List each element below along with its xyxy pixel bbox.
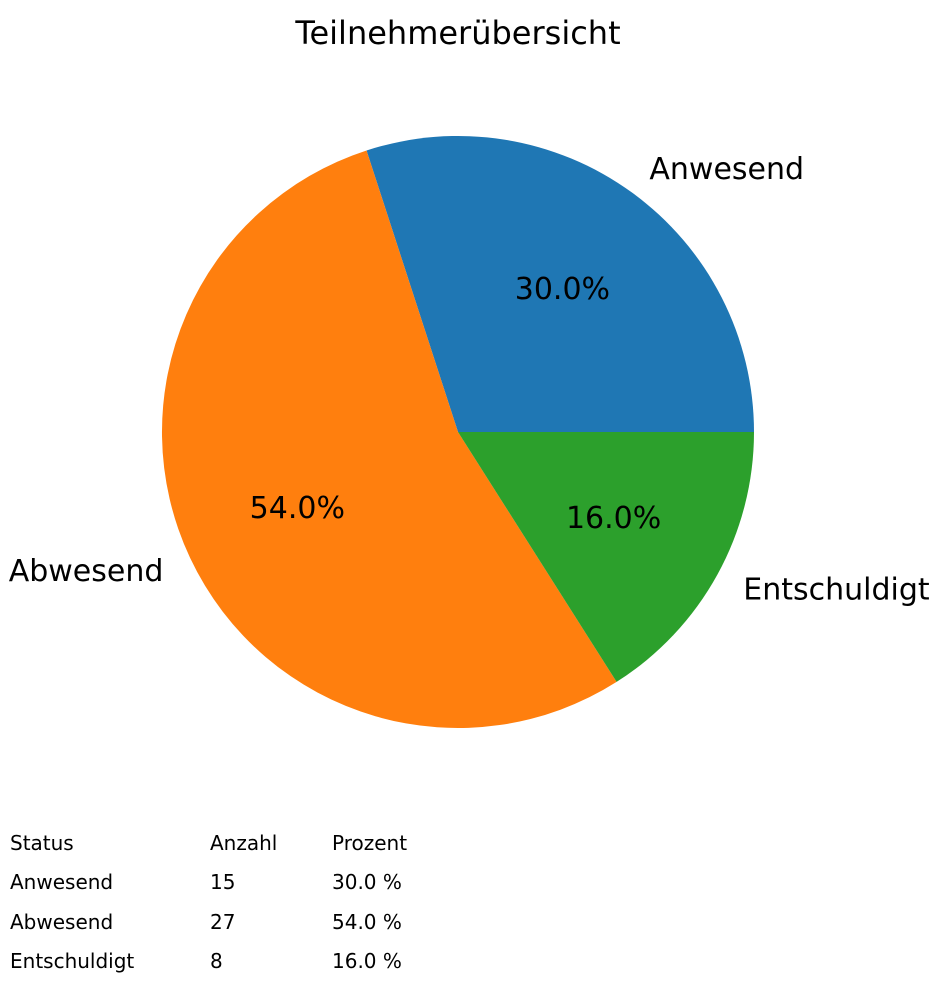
table-header-cell: Anzahl [210,831,278,855]
table-header-cell: Prozent [332,831,408,855]
table-row: Abwesend 27 54.0 % [10,910,552,949]
table-header-cell: Status [10,831,74,855]
pie-slice-abwesend [161,150,617,729]
table-cell: Abwesend [10,909,114,934]
summary-table: Status Anzahl Prozent Anwesend 15 30.0 % Abwes… [10,831,552,989]
table-cell: 27 [210,909,236,934]
pie-slice-anwesend [366,136,754,432]
table-cell: 8 [210,949,223,974]
table-header-row: Status Anzahl Prozent [10,831,552,870]
table-cell: 30.0 % [332,870,402,895]
pie-slice-entschuldigt [458,432,754,682]
table-row: Entschuldigt 8 16.0 % [10,949,552,988]
pie-category-label: Entschuldigt [743,572,930,607]
table-cell: Anwesend [10,870,114,895]
table-cell: 16.0 % [332,949,402,974]
table-cell: 15 [210,870,236,895]
pie-percent-label: 54.0% [250,491,345,526]
table-row: Anwesend 15 30.0 % [10,870,552,909]
table-cell: 54.0 % [332,909,402,934]
pie-category-label: Anwesend [649,152,804,187]
pie-chart: 30.0% Anwesend 54.0% Abwesend 16.0% Entschuld… [9,136,930,729]
table-cell: Entschuldigt [10,949,135,974]
pie-category-label: Abwesend [9,554,164,589]
pie-percent-label: 30.0% [515,272,610,307]
pie-percent-label: 16.0% [566,501,661,536]
chart-title: Teilnehmerübersicht [295,14,621,52]
